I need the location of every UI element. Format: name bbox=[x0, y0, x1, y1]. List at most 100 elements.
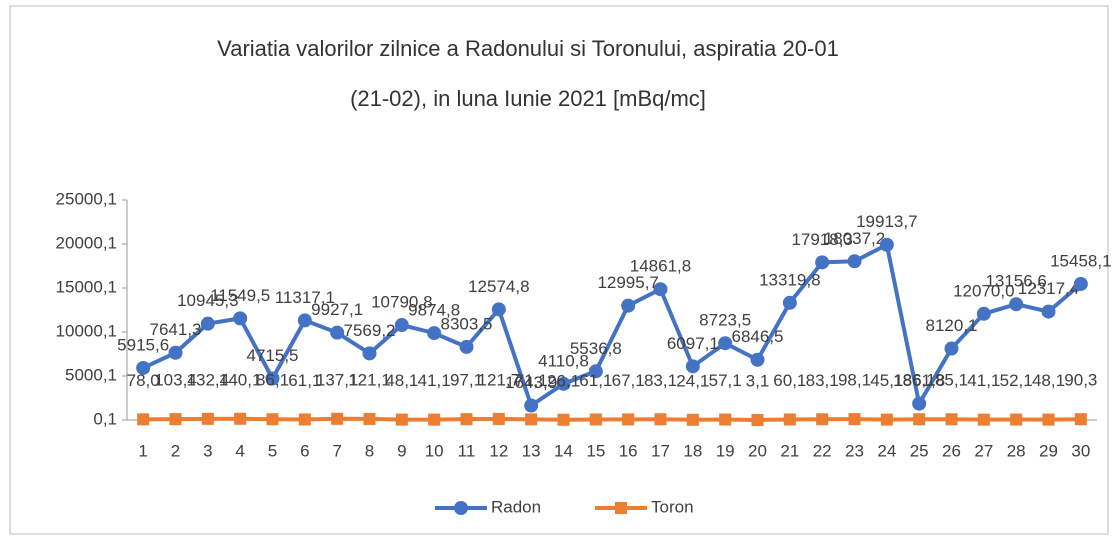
marker bbox=[297, 313, 312, 328]
marker bbox=[201, 412, 214, 425]
data-label: 121,7 bbox=[478, 370, 521, 389]
x-tick-label: 30 bbox=[1071, 441, 1090, 460]
data-label: 8120,1 bbox=[926, 316, 978, 335]
data-label: 48,1 bbox=[385, 371, 418, 390]
x-tick-label: 25 bbox=[910, 441, 929, 460]
data-label: 11317,1 bbox=[275, 288, 335, 307]
y-tick-label: 5000,1 bbox=[65, 365, 117, 384]
data-label: 6097,1 bbox=[667, 334, 719, 353]
x-tick-label: 4 bbox=[235, 441, 244, 460]
data-label: 6846,5 bbox=[732, 327, 784, 346]
data-label: 9927,1 bbox=[311, 300, 363, 319]
x-tick-label: 22 bbox=[813, 441, 832, 460]
data-label: 12574,8 bbox=[468, 277, 529, 296]
data-label: 15458,1 bbox=[1050, 251, 1111, 270]
data-label: 71,1 bbox=[515, 371, 548, 390]
legend-label: Radon bbox=[491, 497, 541, 516]
marker bbox=[847, 254, 862, 269]
marker bbox=[848, 413, 861, 426]
marker bbox=[200, 316, 215, 331]
marker bbox=[588, 364, 603, 379]
marker bbox=[589, 413, 602, 426]
marker bbox=[265, 371, 280, 386]
marker bbox=[169, 413, 182, 426]
data-label: 3,1 bbox=[746, 371, 770, 390]
marker bbox=[976, 306, 991, 321]
x-tick-label: 23 bbox=[845, 441, 864, 460]
legend-marker bbox=[454, 501, 468, 515]
marker bbox=[621, 298, 636, 313]
x-tick-label: 19 bbox=[716, 441, 735, 460]
x-tick-label: 3 bbox=[203, 441, 212, 460]
chart-subtitle: (21-02), in luna Iunie 2021 [mBq/mc] bbox=[350, 86, 706, 111]
marker bbox=[751, 413, 764, 426]
marker bbox=[653, 282, 668, 297]
x-tick-label: 27 bbox=[974, 441, 993, 460]
data-label: 7641,3 bbox=[150, 320, 202, 339]
marker bbox=[1073, 276, 1088, 291]
marker bbox=[718, 336, 733, 351]
marker bbox=[816, 413, 829, 426]
data-label: 13156,6 bbox=[985, 272, 1046, 291]
marker bbox=[394, 318, 409, 333]
data-label: 52,1 bbox=[1000, 371, 1033, 390]
data-label: 45,1 bbox=[870, 371, 903, 390]
x-tick-label: 29 bbox=[1039, 441, 1058, 460]
x-tick-label: 6 bbox=[300, 441, 309, 460]
marker bbox=[945, 413, 958, 426]
x-tick-label: 10 bbox=[425, 441, 444, 460]
marker bbox=[136, 360, 151, 375]
data-label: 48,1 bbox=[1032, 371, 1065, 390]
data-label: 57,1 bbox=[709, 371, 742, 390]
marker bbox=[556, 376, 571, 391]
data-label: 41,1 bbox=[418, 371, 451, 390]
marker bbox=[233, 311, 248, 326]
data-label: 14861,8 bbox=[630, 257, 691, 276]
marker bbox=[686, 413, 699, 426]
marker bbox=[913, 413, 926, 426]
marker bbox=[460, 413, 473, 426]
marker bbox=[363, 412, 376, 425]
y-tick-label: 20000,1 bbox=[56, 233, 117, 252]
x-tick-label: 17 bbox=[651, 441, 670, 460]
x-tick-label: 21 bbox=[780, 441, 799, 460]
marker bbox=[782, 295, 797, 310]
data-label: 67,1 bbox=[612, 371, 645, 390]
data-label: 5536,8 bbox=[570, 339, 622, 358]
x-tick-label: 24 bbox=[877, 441, 896, 460]
x-tick-label: 16 bbox=[619, 441, 638, 460]
data-label: 4110,8 bbox=[538, 351, 589, 370]
marker bbox=[137, 413, 150, 426]
data-label: 1861,8 bbox=[893, 371, 945, 390]
data-label: 5915,6 bbox=[117, 335, 169, 354]
data-label: 17918,3 bbox=[791, 230, 852, 249]
data-label: 86,1 bbox=[903, 371, 936, 390]
x-tick-label: 11 bbox=[458, 441, 476, 460]
data-label: 140,1 bbox=[219, 370, 262, 389]
marker bbox=[331, 412, 344, 425]
x-tick-label: 26 bbox=[942, 441, 961, 460]
data-label: 98,1 bbox=[838, 371, 871, 390]
marker bbox=[977, 413, 990, 426]
marker bbox=[750, 352, 765, 367]
data-label: 12070,0 bbox=[953, 281, 1014, 300]
marker bbox=[524, 398, 539, 413]
data-label: 83,1 bbox=[806, 371, 839, 390]
series-line bbox=[143, 416, 1081, 422]
data-label: 90,3 bbox=[1064, 371, 1097, 390]
marker bbox=[1074, 413, 1087, 426]
data-label: 9874,8 bbox=[408, 301, 460, 320]
data-label: 121,1 bbox=[348, 370, 391, 389]
data-label: 24,1 bbox=[676, 371, 709, 390]
y-tick-label: 15000,1 bbox=[56, 277, 117, 296]
x-tick-label: 20 bbox=[748, 441, 767, 460]
y-tick-label: 10000,1 bbox=[56, 321, 117, 340]
data-label: 41,1 bbox=[967, 371, 1000, 390]
data-label: 132,4 bbox=[187, 370, 230, 389]
x-tick-label: 18 bbox=[683, 441, 702, 460]
marker bbox=[525, 413, 538, 426]
x-tick-label: 2 bbox=[171, 441, 180, 460]
marker bbox=[685, 359, 700, 374]
y-tick-label: 0,1 bbox=[93, 409, 117, 428]
marker bbox=[491, 302, 506, 317]
